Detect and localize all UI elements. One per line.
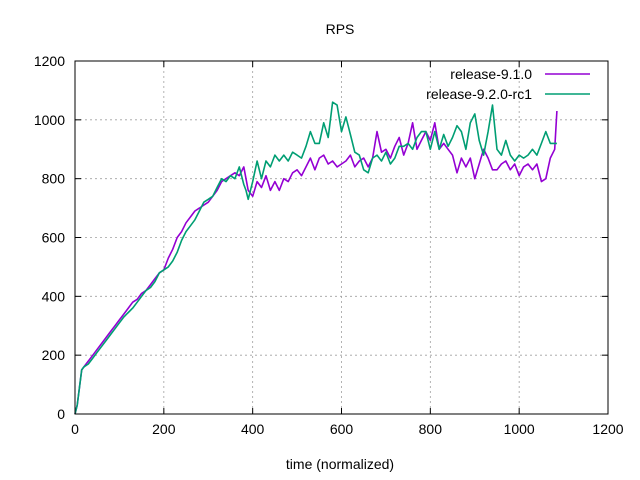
legend: release-9.1.0 release-9.2.0-rc1 [426, 66, 590, 102]
legend-label-2: release-9.2.0-rc1 [426, 86, 532, 102]
y-tick-label: 400 [42, 288, 66, 304]
series-lines [74, 101, 558, 415]
x-tick-label: 1000 [504, 421, 535, 437]
y-tick-label: 600 [42, 230, 66, 246]
tick-labels: 0 200 400 600 800 1000 1200 0 200 400 600 800 1000 12… [34, 53, 624, 437]
x-tick-label: 600 [330, 421, 354, 437]
y-tick-label: 1200 [34, 53, 65, 69]
y-tick-label: 1000 [34, 112, 65, 128]
x-tick-label: 400 [241, 421, 265, 437]
series-line-2 [74, 101, 557, 415]
x-axis-label: time (normalized) [286, 456, 394, 472]
legend-label-1: release-9.1.0 [450, 66, 532, 82]
x-tick-label: 200 [152, 421, 176, 437]
grid-lines [75, 61, 608, 414]
y-tick-label: 800 [42, 171, 66, 187]
x-tick-label: 800 [419, 421, 443, 437]
x-tick-label: 1200 [592, 421, 623, 437]
x-tick-label: 0 [71, 421, 79, 437]
axis-ticks [74, 60, 609, 415]
y-tick-label: 200 [42, 347, 66, 363]
chart-title: RPS [326, 21, 355, 37]
y-tick-label: 0 [57, 406, 65, 422]
series-line-1 [74, 110, 558, 415]
